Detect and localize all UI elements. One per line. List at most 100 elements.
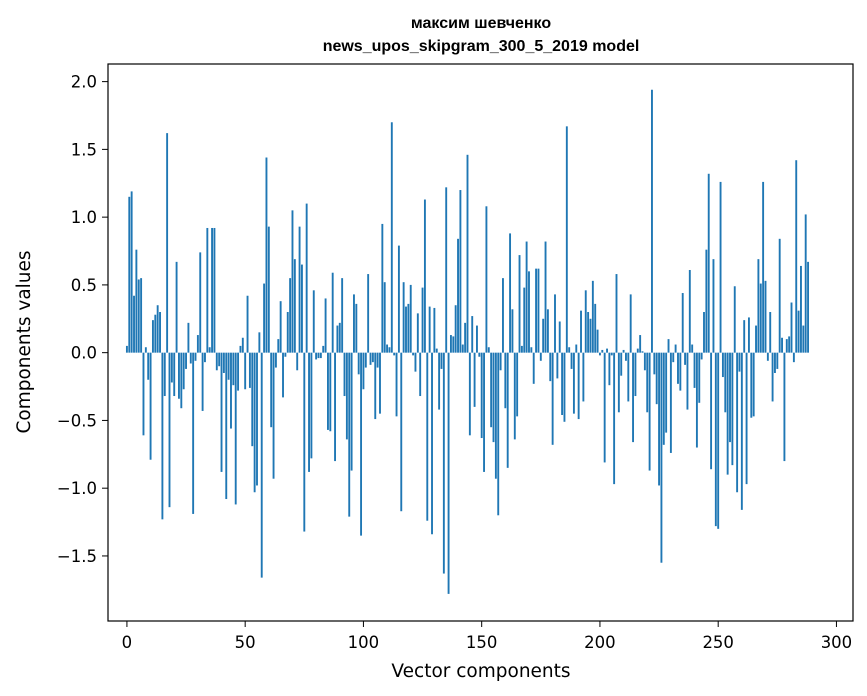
bar-31 [199, 252, 202, 353]
bar-287 [804, 214, 807, 353]
bar-101 [364, 352, 367, 368]
bar-52 [248, 352, 251, 388]
bar-125 [421, 287, 424, 353]
bar-171 [530, 347, 533, 353]
bar-276 [778, 238, 781, 353]
bar-233 [677, 352, 679, 384]
bar-144 [466, 154, 469, 353]
bar-272 [769, 312, 772, 353]
bar-284 [797, 310, 800, 353]
bar-137 [449, 335, 452, 353]
bar-270 [764, 280, 767, 353]
bar-232 [674, 344, 677, 353]
bar-24 [182, 352, 185, 390]
bar-120 [409, 284, 412, 353]
bar-19 [170, 352, 173, 383]
bar-58 [263, 283, 266, 353]
bar-154 [490, 352, 493, 428]
bar-13 [156, 305, 159, 353]
y-tick-label: 1.5 [71, 140, 97, 159]
bar-37 [213, 227, 216, 353]
x-tick-label: 150 [466, 633, 498, 652]
bar-87 [331, 272, 334, 353]
bar-282 [792, 352, 795, 363]
bar-186 [565, 126, 568, 353]
bar-117 [402, 282, 405, 353]
bar-49 [241, 337, 244, 353]
bar-245 [705, 249, 708, 353]
bar-240 [693, 352, 696, 388]
bar-260 [740, 352, 743, 510]
bar-124 [419, 352, 422, 397]
bar-207 [615, 274, 618, 353]
y-tick-label: 0.5 [71, 276, 97, 295]
bar-173 [535, 268, 538, 353]
bar-238 [688, 270, 691, 353]
bar-7 [142, 352, 145, 436]
bar-278 [783, 352, 786, 462]
bar-121 [412, 352, 415, 356]
bar-259 [738, 352, 741, 372]
bar-95 [350, 352, 353, 471]
bar-203 [606, 348, 608, 353]
bar-56 [258, 332, 261, 353]
bar-197 [591, 280, 594, 353]
bar-227 [662, 352, 665, 445]
bar-131 [435, 348, 438, 353]
bar-236 [684, 352, 687, 365]
bar-155 [492, 352, 495, 443]
bar-252 [721, 352, 724, 378]
bar-140 [457, 238, 459, 353]
bar-122 [414, 352, 417, 372]
chart-title-line-2: news_upos_skipgram_300_5_2019 model [323, 38, 640, 55]
bar-60 [267, 226, 270, 353]
bar-248 [712, 259, 715, 353]
bar-268 [759, 283, 762, 353]
bar-72 [296, 352, 299, 371]
bar-77 [308, 352, 310, 472]
bar-235 [681, 293, 684, 353]
bar-50 [244, 352, 247, 390]
bar-20 [173, 352, 176, 397]
bar-205 [610, 352, 613, 356]
bar-127 [426, 352, 429, 521]
bar-70 [291, 210, 294, 353]
bar-30 [196, 335, 199, 353]
bar-247 [710, 352, 713, 470]
bar-119 [407, 303, 410, 353]
bar-73 [298, 226, 301, 353]
bar-212 [627, 352, 630, 402]
bar-215 [634, 352, 637, 397]
bar-33 [204, 352, 206, 363]
bar-189 [572, 352, 575, 414]
bar-165 [516, 352, 519, 417]
bar-15 [161, 352, 164, 520]
bar-118 [405, 306, 407, 353]
x-tick-label: 250 [702, 633, 734, 652]
bar-263 [747, 317, 750, 353]
bar-108 [381, 223, 384, 353]
bar-116 [400, 352, 403, 512]
bar-114 [395, 352, 398, 417]
bar-66 [282, 352, 284, 398]
bar-179 [549, 352, 552, 382]
bar-249 [714, 352, 717, 527]
bar-57 [260, 352, 263, 578]
bar-237 [686, 352, 689, 410]
bar-27 [189, 352, 192, 364]
bar-97 [355, 303, 358, 353]
bar-106 [376, 352, 379, 368]
bar-239 [691, 344, 694, 353]
bar-187 [568, 347, 571, 353]
bar-153 [487, 347, 490, 353]
bar-224 [655, 352, 658, 405]
bar-136 [447, 352, 450, 594]
bar-184 [561, 352, 564, 415]
bar-269 [762, 181, 765, 353]
bar-80 [315, 352, 318, 360]
bar-62 [272, 352, 275, 479]
bar-85 [327, 352, 329, 430]
bar-181 [554, 294, 556, 353]
bar-38 [215, 352, 218, 371]
